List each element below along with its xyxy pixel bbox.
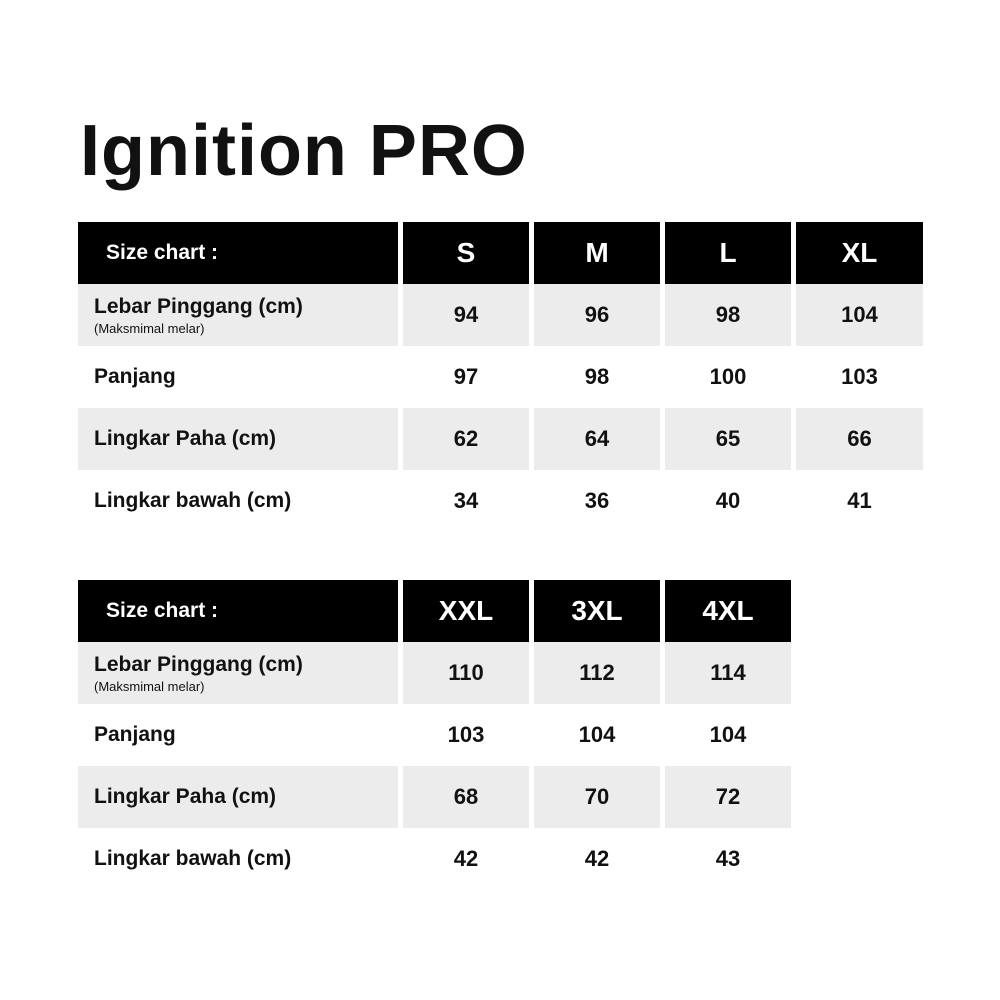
table-cell: 103 [403,704,529,766]
row-label: Lebar Pinggang (cm) (Maksmimal melar) [78,284,398,346]
row-label-text: Panjang [94,723,176,746]
header-label: Size chart : [78,580,398,642]
size-header-xxl: XXL [403,580,529,642]
table-cell: 43 [665,828,791,890]
row-label: Panjang [78,704,398,766]
row-sublabel: (Maksmimal melar) [94,678,205,694]
table-cell: 42 [403,828,529,890]
table-cell: 42 [534,828,660,890]
row-label: Lingkar bawah (cm) [78,470,398,532]
table-cell: 97 [403,346,529,408]
table-cell: 62 [403,408,529,470]
row-label: Lebar Pinggang (cm) (Maksmimal melar) [78,642,398,704]
size-header-3xl: 3XL [534,580,660,642]
table-cell: 64 [534,408,660,470]
table-cell: 104 [665,704,791,766]
row-label-text: Lebar Pinggang (cm) [94,652,303,676]
table-cell: 65 [665,408,791,470]
size-header-s: S [403,222,529,284]
table-cell: 98 [665,284,791,346]
row-label-text: Panjang [94,365,176,388]
table-cell: 34 [403,470,529,532]
table-cell: 103 [796,346,923,408]
table-cell: 36 [534,470,660,532]
row-label: Lingkar Paha (cm) [78,766,398,828]
table-cell: 72 [665,766,791,828]
table-cell: 41 [796,470,923,532]
table-cell: 114 [665,642,791,704]
table-cell: 40 [665,470,791,532]
header-label: Size chart : [78,222,398,284]
table-cell: 100 [665,346,791,408]
row-label: Panjang [78,346,398,408]
size-header-xl: XL [796,222,923,284]
row-label: Lingkar bawah (cm) [78,828,398,890]
table-cell: 104 [796,284,923,346]
size-header-4xl: 4XL [665,580,791,642]
row-label-text: Lingkar Paha (cm) [94,785,277,808]
size-header-m: M [534,222,660,284]
row-label-text: Lingkar bawah (cm) [94,489,292,512]
table-cell: 110 [403,642,529,704]
table-cell: 98 [534,346,660,408]
table-cell: 68 [403,766,529,828]
table-cell: 66 [796,408,923,470]
row-sublabel: (Maksmimal melar) [94,320,205,336]
table-cell: 94 [403,284,529,346]
size-header-l: L [665,222,791,284]
table-cell: 70 [534,766,660,828]
row-label-text: Lebar Pinggang (cm) [94,294,303,318]
table-cell: 104 [534,704,660,766]
row-label-text: Lingkar Paha (cm) [94,427,277,450]
row-label-text: Lingkar bawah (cm) [94,847,292,870]
page-title: Ignition PRO [80,111,528,191]
table-cell: 112 [534,642,660,704]
table-cell: 96 [534,284,660,346]
row-label: Lingkar Paha (cm) [78,408,398,470]
